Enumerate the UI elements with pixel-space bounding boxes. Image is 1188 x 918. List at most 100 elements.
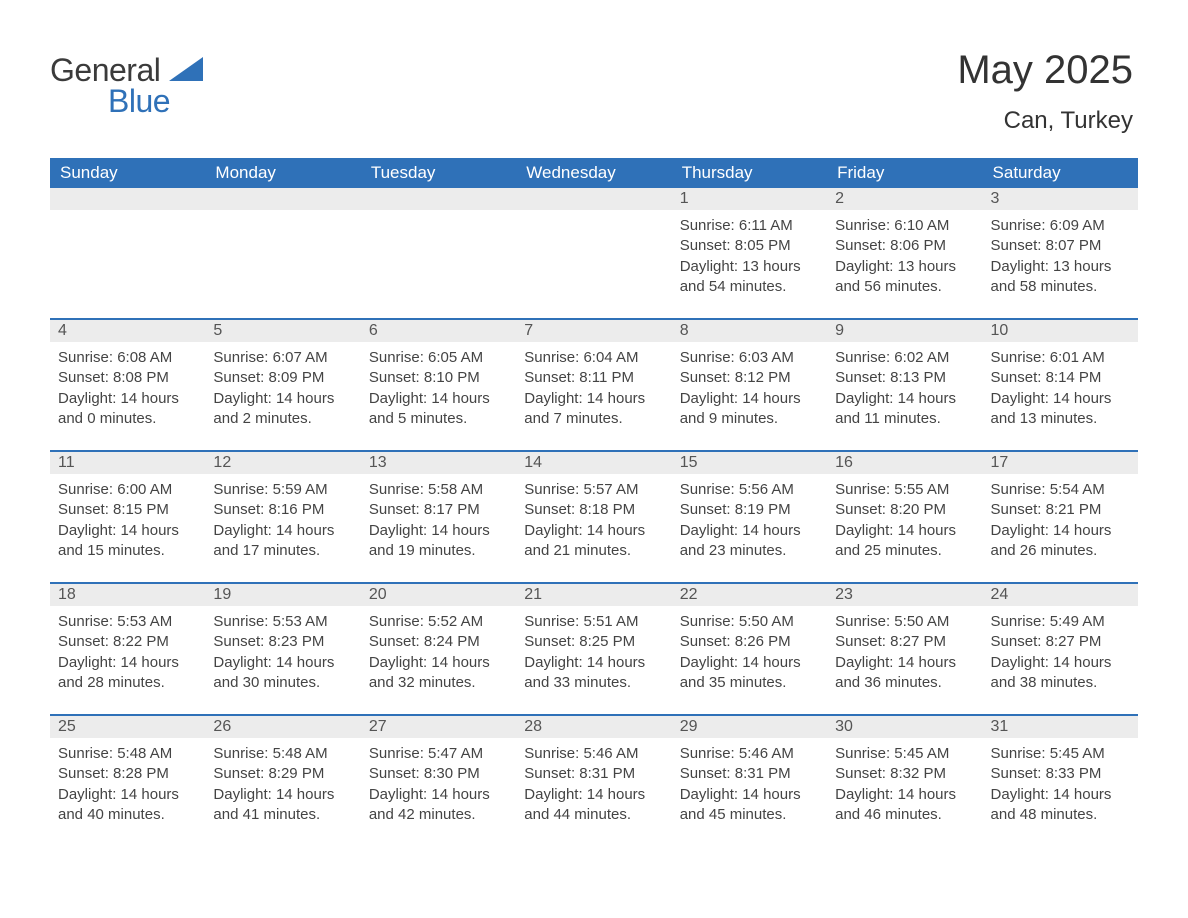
day-cell: 26Sunrise: 5:48 AMSunset: 8:29 PMDayligh…	[205, 716, 360, 846]
day-cell	[516, 188, 671, 318]
day-cell: 20Sunrise: 5:52 AMSunset: 8:24 PMDayligh…	[361, 584, 516, 714]
day-details: Sunrise: 6:11 AMSunset: 8:05 PMDaylight:…	[672, 210, 827, 305]
day-cell: 9Sunrise: 6:02 AMSunset: 8:13 PMDaylight…	[827, 320, 982, 450]
day-number: 23	[827, 584, 982, 606]
day-number: 3	[983, 188, 1138, 210]
week-row: 1Sunrise: 6:11 AMSunset: 8:05 PMDaylight…	[50, 188, 1138, 318]
day-number: 15	[672, 452, 827, 474]
day-details: Sunrise: 5:53 AMSunset: 8:23 PMDaylight:…	[205, 606, 360, 701]
day-cell: 23Sunrise: 5:50 AMSunset: 8:27 PMDayligh…	[827, 584, 982, 714]
day-details: Sunrise: 5:54 AMSunset: 8:21 PMDaylight:…	[983, 474, 1138, 569]
day-details: Sunrise: 5:53 AMSunset: 8:22 PMDaylight:…	[50, 606, 205, 701]
day-details: Sunrise: 5:45 AMSunset: 8:33 PMDaylight:…	[983, 738, 1138, 833]
day-details: Sunrise: 5:52 AMSunset: 8:24 PMDaylight:…	[361, 606, 516, 701]
day-details: Sunrise: 6:07 AMSunset: 8:09 PMDaylight:…	[205, 342, 360, 437]
day-details: Sunrise: 5:51 AMSunset: 8:25 PMDaylight:…	[516, 606, 671, 701]
day-cell: 27Sunrise: 5:47 AMSunset: 8:30 PMDayligh…	[361, 716, 516, 846]
day-number: 7	[516, 320, 671, 342]
day-cell: 14Sunrise: 5:57 AMSunset: 8:18 PMDayligh…	[516, 452, 671, 582]
day-cell: 4Sunrise: 6:08 AMSunset: 8:08 PMDaylight…	[50, 320, 205, 450]
day-cell: 22Sunrise: 5:50 AMSunset: 8:26 PMDayligh…	[672, 584, 827, 714]
title-block: May 2025 Can, Turkey	[957, 48, 1133, 135]
week-row: 25Sunrise: 5:48 AMSunset: 8:28 PMDayligh…	[50, 714, 1138, 846]
day-number: 10	[983, 320, 1138, 342]
day-cell: 18Sunrise: 5:53 AMSunset: 8:22 PMDayligh…	[50, 584, 205, 714]
day-cell: 7Sunrise: 6:04 AMSunset: 8:11 PMDaylight…	[516, 320, 671, 450]
day-number: 8	[672, 320, 827, 342]
brand-logo: General Blue	[50, 52, 203, 120]
day-number: 26	[205, 716, 360, 738]
day-number: 5	[205, 320, 360, 342]
week-row: 4Sunrise: 6:08 AMSunset: 8:08 PMDaylight…	[50, 318, 1138, 450]
day-number: 9	[827, 320, 982, 342]
day-cell: 21Sunrise: 5:51 AMSunset: 8:25 PMDayligh…	[516, 584, 671, 714]
day-number	[50, 188, 205, 210]
day-number: 30	[827, 716, 982, 738]
day-cell: 28Sunrise: 5:46 AMSunset: 8:31 PMDayligh…	[516, 716, 671, 846]
day-cell: 5Sunrise: 6:07 AMSunset: 8:09 PMDaylight…	[205, 320, 360, 450]
day-number: 19	[205, 584, 360, 606]
day-cell: 3Sunrise: 6:09 AMSunset: 8:07 PMDaylight…	[983, 188, 1138, 318]
day-details	[50, 210, 205, 310]
day-details: Sunrise: 5:57 AMSunset: 8:18 PMDaylight:…	[516, 474, 671, 569]
day-number: 27	[361, 716, 516, 738]
day-number: 11	[50, 452, 205, 474]
day-cell: 13Sunrise: 5:58 AMSunset: 8:17 PMDayligh…	[361, 452, 516, 582]
day-number	[516, 188, 671, 210]
day-details: Sunrise: 5:47 AMSunset: 8:30 PMDaylight:…	[361, 738, 516, 833]
day-number: 20	[361, 584, 516, 606]
month-title: May 2025	[957, 48, 1133, 93]
day-details: Sunrise: 5:48 AMSunset: 8:28 PMDaylight:…	[50, 738, 205, 833]
day-cell: 30Sunrise: 5:45 AMSunset: 8:32 PMDayligh…	[827, 716, 982, 846]
day-details: Sunrise: 5:49 AMSunset: 8:27 PMDaylight:…	[983, 606, 1138, 701]
day-cell: 8Sunrise: 6:03 AMSunset: 8:12 PMDaylight…	[672, 320, 827, 450]
day-number: 16	[827, 452, 982, 474]
day-number: 1	[672, 188, 827, 210]
weekday-header-cell: Tuesday	[361, 163, 516, 183]
day-cell	[50, 188, 205, 318]
weekday-header-cell: Friday	[827, 163, 982, 183]
day-details: Sunrise: 6:09 AMSunset: 8:07 PMDaylight:…	[983, 210, 1138, 305]
week-row: 11Sunrise: 6:00 AMSunset: 8:15 PMDayligh…	[50, 450, 1138, 582]
weekday-header-cell: Sunday	[50, 163, 205, 183]
brand-triangle-icon	[169, 57, 203, 86]
day-number: 21	[516, 584, 671, 606]
day-details: Sunrise: 5:45 AMSunset: 8:32 PMDaylight:…	[827, 738, 982, 833]
day-cell: 15Sunrise: 5:56 AMSunset: 8:19 PMDayligh…	[672, 452, 827, 582]
day-cell: 12Sunrise: 5:59 AMSunset: 8:16 PMDayligh…	[205, 452, 360, 582]
day-number	[361, 188, 516, 210]
day-number: 18	[50, 584, 205, 606]
day-number: 4	[50, 320, 205, 342]
day-number: 14	[516, 452, 671, 474]
day-details: Sunrise: 5:50 AMSunset: 8:27 PMDaylight:…	[827, 606, 982, 701]
day-cell: 31Sunrise: 5:45 AMSunset: 8:33 PMDayligh…	[983, 716, 1138, 846]
day-details	[205, 210, 360, 310]
day-cell: 6Sunrise: 6:05 AMSunset: 8:10 PMDaylight…	[361, 320, 516, 450]
day-cell: 17Sunrise: 5:54 AMSunset: 8:21 PMDayligh…	[983, 452, 1138, 582]
day-number: 12	[205, 452, 360, 474]
day-details: Sunrise: 6:05 AMSunset: 8:10 PMDaylight:…	[361, 342, 516, 437]
day-details	[361, 210, 516, 310]
day-cell: 24Sunrise: 5:49 AMSunset: 8:27 PMDayligh…	[983, 584, 1138, 714]
day-cell: 25Sunrise: 5:48 AMSunset: 8:28 PMDayligh…	[50, 716, 205, 846]
weekday-header-cell: Monday	[205, 163, 360, 183]
weekday-header-cell: Saturday	[983, 163, 1138, 183]
weekday-header-row: SundayMondayTuesdayWednesdayThursdayFrid…	[50, 158, 1138, 188]
day-number	[205, 188, 360, 210]
day-details: Sunrise: 6:02 AMSunset: 8:13 PMDaylight:…	[827, 342, 982, 437]
day-number: 17	[983, 452, 1138, 474]
day-details	[516, 210, 671, 310]
day-cell: 16Sunrise: 5:55 AMSunset: 8:20 PMDayligh…	[827, 452, 982, 582]
day-details: Sunrise: 6:00 AMSunset: 8:15 PMDaylight:…	[50, 474, 205, 569]
day-number: 13	[361, 452, 516, 474]
day-number: 24	[983, 584, 1138, 606]
day-details: Sunrise: 6:04 AMSunset: 8:11 PMDaylight:…	[516, 342, 671, 437]
calendar-grid: SundayMondayTuesdayWednesdayThursdayFrid…	[50, 158, 1138, 846]
day-cell: 2Sunrise: 6:10 AMSunset: 8:06 PMDaylight…	[827, 188, 982, 318]
day-cell: 29Sunrise: 5:46 AMSunset: 8:31 PMDayligh…	[672, 716, 827, 846]
weeks-container: 1Sunrise: 6:11 AMSunset: 8:05 PMDaylight…	[50, 188, 1138, 846]
day-details: Sunrise: 5:55 AMSunset: 8:20 PMDaylight:…	[827, 474, 982, 569]
location-label: Can, Turkey	[957, 107, 1133, 135]
day-details: Sunrise: 5:58 AMSunset: 8:17 PMDaylight:…	[361, 474, 516, 569]
day-number: 29	[672, 716, 827, 738]
